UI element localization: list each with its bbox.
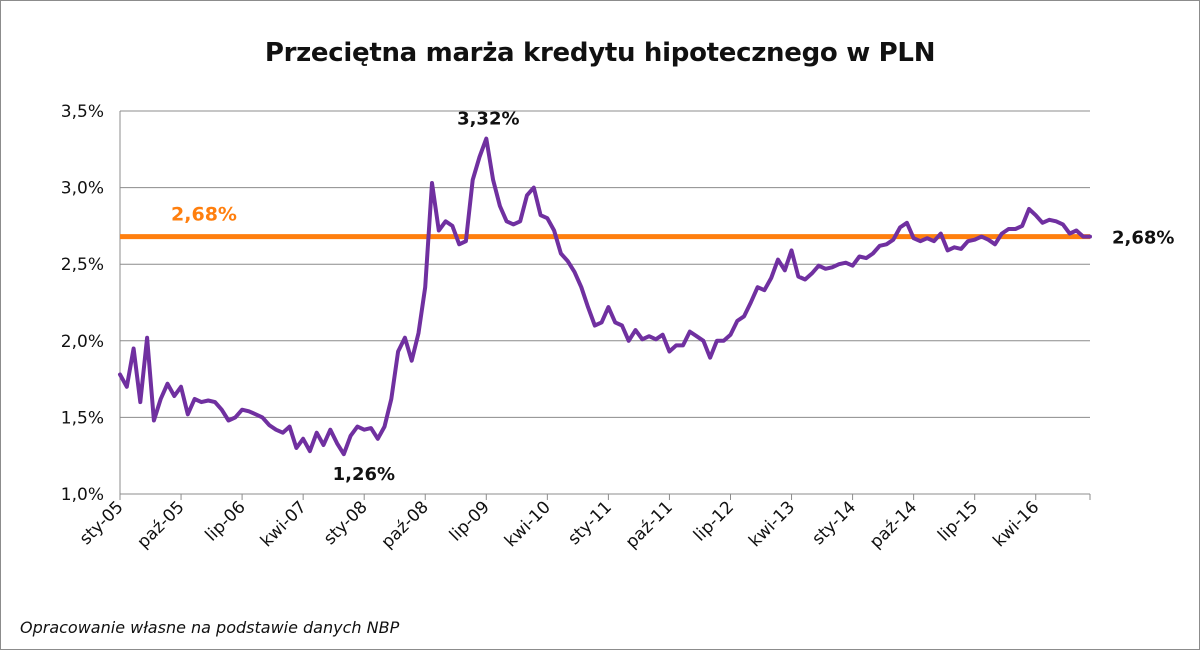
x-tick-label: paź-14 [866, 497, 921, 552]
axes [119, 111, 1091, 500]
x-tick-label: sty-08 [320, 497, 372, 549]
y-tick-label: 3,0% [61, 179, 104, 199]
x-tick-label: paź-11 [622, 497, 677, 552]
y-tick-label: 2,0% [61, 332, 104, 352]
x-tick-label: lip-06 [202, 497, 250, 545]
margin-series-line [118, 136, 1092, 457]
y-tick-label: 1,5% [61, 408, 104, 428]
x-tick-label: kwi-10 [501, 497, 555, 551]
x-tick-label: sty-05 [76, 497, 128, 549]
x-tick-label: sty-14 [808, 497, 860, 549]
x-tick-label: paź-08 [378, 497, 433, 552]
annotations: 3,32% 1,26% 2,68% 2,68% [171, 109, 1174, 486]
y-tick-label: 3,5% [61, 102, 104, 122]
last-value-label: 2,68% [1112, 228, 1174, 249]
x-tick-label: lip-12 [690, 497, 738, 545]
x-tick-label: kwi-07 [257, 497, 311, 551]
x-tick-label: kwi-16 [989, 497, 1043, 551]
gridlines [120, 110, 1090, 418]
y-tick-label: 2,5% [61, 255, 104, 275]
x-tick-label: sty-11 [564, 497, 616, 549]
x-tick-label: paź-05 [133, 497, 188, 552]
max-value-label: 3,32% [457, 109, 519, 130]
average-value-label: 2,68% [171, 204, 237, 226]
min-value-label: 1,26% [333, 464, 395, 485]
series [118, 136, 1092, 457]
y-tick-labels: 1,0% 1,5% 2,0% 2,5% 3,0% 3,5% [61, 102, 104, 505]
source-note: Opracowanie własne na podstawie danych N… [20, 618, 400, 637]
y-tick-label: 1,0% [61, 485, 104, 505]
chart-title: Przeciętna marża kredytu hipotecznego w … [264, 38, 936, 68]
x-tick-label: kwi-13 [745, 497, 799, 551]
x-tick-label: lip-15 [934, 497, 982, 545]
x-tick-labels: sty-05 paź-05 lip-06 kwi-07 sty-08 paź-08 lip-… [76, 497, 1043, 552]
x-tick-label: lip-09 [446, 497, 494, 545]
